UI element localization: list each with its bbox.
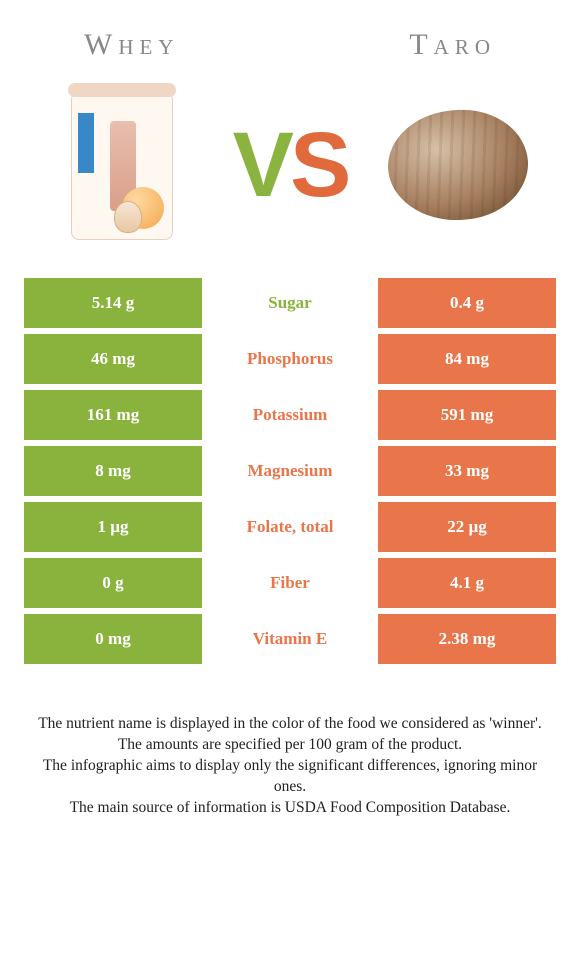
footer-line: The infographic aims to display only the…	[28, 756, 552, 798]
taro-image	[388, 80, 528, 250]
whey-image	[52, 80, 192, 250]
nutrient-label: Fiber	[202, 558, 378, 608]
left-value: 1 µg	[24, 502, 202, 552]
right-value: 84 mg	[378, 334, 556, 384]
vs-label: VS	[233, 113, 348, 218]
nutrient-label: Sugar	[202, 278, 378, 328]
table-row: 161 mgPotassium591 mg	[24, 390, 556, 440]
right-value: 591 mg	[378, 390, 556, 440]
table-row: 46 mgPhosphorus84 mg	[24, 334, 556, 384]
left-value: 161 mg	[24, 390, 202, 440]
right-value: 4.1 g	[378, 558, 556, 608]
nutrient-label: Vitamin E	[202, 614, 378, 664]
right-value: 2.38 mg	[378, 614, 556, 664]
footer-notes: The nutrient name is displayed in the co…	[24, 670, 556, 819]
images-row: VS	[24, 80, 556, 278]
table-row: 5.14 gSugar0.4 g	[24, 278, 556, 328]
left-value: 46 mg	[24, 334, 202, 384]
right-value: 33 mg	[378, 446, 556, 496]
title-right: Taro	[409, 28, 496, 62]
nutrient-label: Potassium	[202, 390, 378, 440]
right-value: 0.4 g	[378, 278, 556, 328]
left-value: 8 mg	[24, 446, 202, 496]
nutrient-label: Phosphorus	[202, 334, 378, 384]
table-row: 8 mgMagnesium33 mg	[24, 446, 556, 496]
footer-line: The main source of information is USDA F…	[28, 798, 552, 819]
footer-line: The amounts are specified per 100 gram o…	[28, 735, 552, 756]
table-row: 0 mgVitamin E2.38 mg	[24, 614, 556, 664]
vs-s: S	[290, 113, 347, 218]
footer-line: The nutrient name is displayed in the co…	[28, 714, 552, 735]
right-value: 22 µg	[378, 502, 556, 552]
vs-v: V	[233, 113, 290, 218]
left-value: 0 g	[24, 558, 202, 608]
table-row: 0 gFiber4.1 g	[24, 558, 556, 608]
nutrient-table: 5.14 gSugar0.4 g 46 mgPhosphorus84 mg 161 …	[24, 278, 556, 664]
nutrient-label: Magnesium	[202, 446, 378, 496]
titles-row: Whey Taro	[24, 18, 556, 80]
title-left: Whey	[84, 28, 179, 62]
left-value: 5.14 g	[24, 278, 202, 328]
nutrient-label: Folate, total	[202, 502, 378, 552]
left-value: 0 mg	[24, 614, 202, 664]
comparison-infographic: Whey Taro VS 5.14 gSugar0.4 g 46 mgPhosph…	[0, 0, 580, 837]
table-row: 1 µgFolate, total22 µg	[24, 502, 556, 552]
